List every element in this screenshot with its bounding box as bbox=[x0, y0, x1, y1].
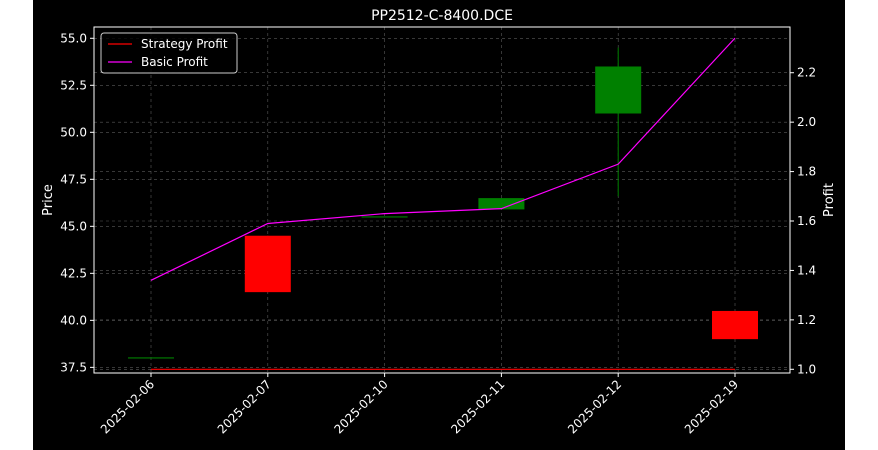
y-tick-label: 55.0 bbox=[60, 31, 87, 45]
x-tick-label: 2025-02-06 bbox=[98, 377, 157, 436]
x-tick-label: 2025-02-19 bbox=[682, 377, 741, 436]
legend-basic-label: Basic Profit bbox=[141, 55, 208, 69]
y2-tick-label: 2.2 bbox=[797, 66, 816, 80]
y-axis-label-right: Profit bbox=[822, 183, 837, 217]
y-tick-label: 45.0 bbox=[60, 219, 87, 233]
y-axis-left: 37.5 40.0 42.5 45.0 47.5 50.0 52.5 55.0 bbox=[60, 31, 94, 374]
y2-tick-label: 1.0 bbox=[797, 362, 816, 376]
candle-body bbox=[712, 310, 758, 340]
legend-strategy-label: Strategy Profit bbox=[141, 37, 228, 51]
y2-tick-label: 1.4 bbox=[797, 263, 816, 277]
legend-box bbox=[100, 32, 238, 74]
y-tick-label: 37.5 bbox=[60, 360, 87, 374]
y-tick-label: 52.5 bbox=[60, 78, 87, 92]
x-axis: 2025-02-06 2025-02-07 2025-02-10 2025-02-11… bbox=[98, 373, 741, 436]
y2-tick-label: 1.6 bbox=[797, 214, 816, 228]
legend: Strategy Profit Basic Profit bbox=[100, 32, 238, 74]
series-line bbox=[150, 37, 736, 281]
y-axis-right: 1.0 1.2 1.4 1.6 1.8 2.0 2.2 bbox=[790, 66, 816, 376]
y-tick-label: 40.0 bbox=[60, 313, 87, 327]
candle-body bbox=[478, 198, 525, 210]
x-tick-label: 2025-02-10 bbox=[332, 377, 391, 436]
candles bbox=[128, 47, 758, 359]
y-tick-label: 42.5 bbox=[60, 266, 87, 280]
profit-lines bbox=[150, 37, 736, 370]
candle-body bbox=[244, 235, 291, 293]
y-tick-label: 47.5 bbox=[60, 172, 87, 186]
candlestick-chart: PP2512-C-8400.DCE 37.5 40.0 42.5 45.0 47.5 50… bbox=[41, 8, 837, 436]
y2-tick-label: 1.8 bbox=[797, 165, 816, 179]
y2-tick-label: 2.0 bbox=[797, 115, 816, 129]
chart-title: PP2512-C-8400.DCE bbox=[371, 8, 513, 24]
x-tick-label: 2025-02-12 bbox=[565, 377, 624, 436]
y-axis-label-left: Price bbox=[41, 184, 56, 216]
candle-body bbox=[595, 66, 642, 114]
grid bbox=[94, 27, 790, 373]
y-tick-label: 50.0 bbox=[60, 125, 87, 139]
y2-tick-label: 1.2 bbox=[797, 313, 816, 327]
axes-frame bbox=[93, 26, 791, 374]
chart-figure: PP2512-C-8400.DCE 37.5 40.0 42.5 45.0 47.5 50… bbox=[33, 0, 845, 450]
x-tick-label: 2025-02-07 bbox=[215, 377, 274, 436]
x-tick-label: 2025-02-11 bbox=[448, 377, 507, 436]
